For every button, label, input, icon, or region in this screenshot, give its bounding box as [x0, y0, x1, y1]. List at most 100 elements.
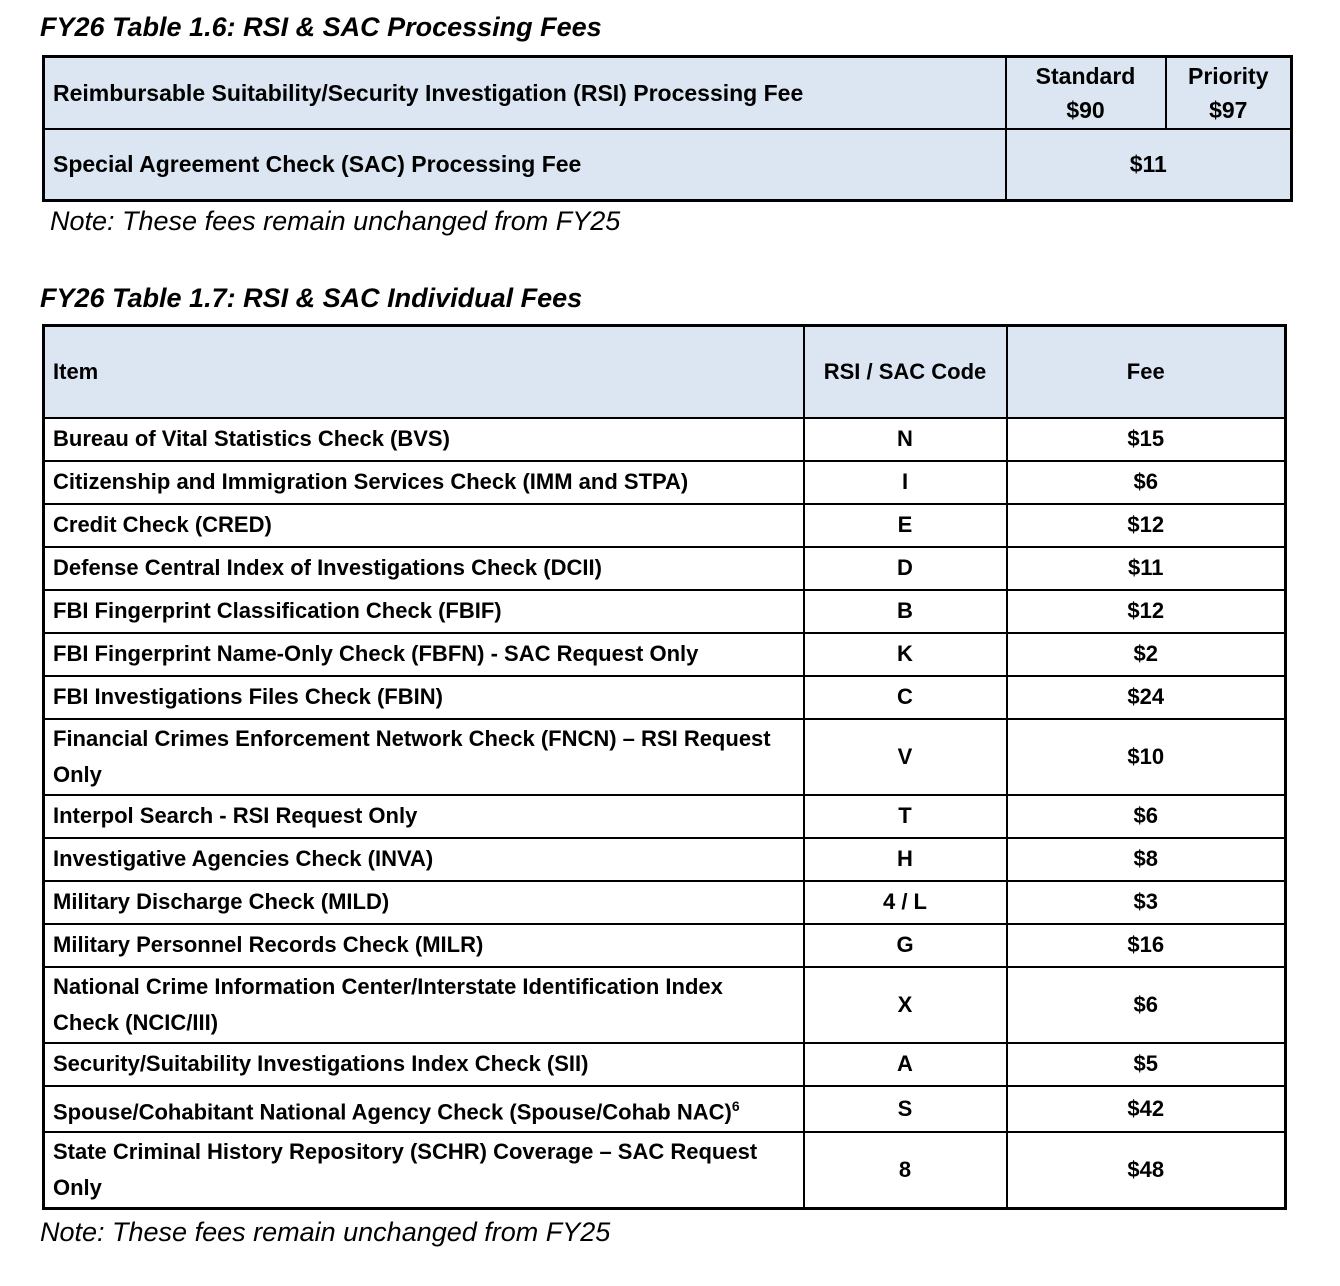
item-text: Citizenship and Immigration Services Che… — [53, 469, 689, 494]
table-cell: T — [802, 793, 1008, 839]
table-cell: $6 — [1005, 459, 1287, 505]
table-cell: $6 — [1005, 793, 1287, 839]
fee: $90 — [1066, 96, 1105, 123]
table-row: FBI Investigations Files Check (FBIN) C $2… — [42, 674, 1287, 720]
table-cell: State Criminal History Repository (SCHR)… — [42, 1130, 805, 1210]
table-cell: Investigative Agencies Check (INVA) — [42, 836, 805, 882]
table-title: FY26 Table 1.6: RSI & SAC Processing Fee… — [40, 12, 602, 42]
table-row: National Crime Information Center/Inters… — [42, 965, 1287, 1044]
table-row: Military Discharge Check (MILD) 4 / L $3 — [42, 879, 1287, 925]
header-cell: Item — [42, 324, 805, 419]
table-cell: Defense Central Index of Investigations … — [42, 545, 805, 591]
item-text: Military Discharge Check (MILD) — [53, 889, 390, 914]
item-text: Investigative Agencies Check (INVA) — [53, 846, 434, 871]
table-note: Note: These fees remain unchanged from F… — [50, 206, 621, 236]
table-row: Security/Suitability Investigations Inde… — [42, 1041, 1287, 1087]
individual-fee-table: Item RSI / SAC Code Fee Bureau of Vital … — [42, 324, 1287, 1210]
column-label: Standard — [1035, 62, 1136, 89]
table-cell: S — [802, 1084, 1008, 1133]
table-cell: H — [802, 836, 1008, 882]
table-cell: Military Discharge Check (MILD) — [42, 879, 805, 925]
item-text: National Crime Information Center/Inters… — [53, 973, 723, 1035]
table-cell: Citizenship and Immigration Services Che… — [42, 459, 805, 505]
table-cell: Financial Crimes Enforcement Network Che… — [42, 717, 805, 796]
item-text: Military Personnel Records Check (MILR) — [53, 932, 484, 957]
item-text: Interpol Search - RSI Request Only — [53, 803, 418, 828]
table-cell: Interpol Search - RSI Request Only — [42, 793, 805, 839]
table-title: FY26 Table 1.7: RSI & SAC Individual Fee… — [40, 283, 583, 313]
table-cell: FBI Fingerprint Name-Only Check (FBFN) -… — [42, 631, 805, 677]
table-row: Spouse/Cohabitant National Agency Check … — [42, 1084, 1287, 1133]
table-cell: $12 — [1005, 502, 1287, 548]
table-cell: Spouse/Cohabitant National Agency Check … — [42, 1084, 805, 1133]
item-text: Spouse/Cohabitant National Agency Check … — [53, 1098, 732, 1124]
table-cell: $10 — [1005, 717, 1287, 796]
table-row: Military Personnel Records Check (MILR) G… — [42, 922, 1287, 968]
table-cell: $5 — [1005, 1041, 1287, 1087]
table-cell: K — [802, 631, 1008, 677]
table-row: Financial Crimes Enforcement Network Che… — [42, 717, 1287, 796]
table-row: Special Agreement Check (SAC) Processing… — [42, 127, 1293, 202]
table-cell: $42 — [1005, 1084, 1287, 1133]
item-text: Financial Crimes Enforcement Network Che… — [53, 725, 771, 787]
table-row: State Criminal History Repository (SCHR)… — [42, 1130, 1287, 1210]
table-cell: $15 — [1005, 416, 1287, 462]
table-row: Reimbursable Suitability/Security Invest… — [42, 55, 1293, 130]
table-cell: $11 — [1004, 127, 1293, 202]
table-cell: D — [802, 545, 1008, 591]
column-label: Priority — [1187, 62, 1269, 89]
footnote-marker: 6 — [731, 1097, 740, 1114]
item-text: Bureau of Vital Statistics Check (BVS) — [53, 426, 450, 451]
table-cell: FBI Fingerprint Classification Check (FB… — [42, 588, 805, 634]
table-cell: Special Agreement Check (SAC) Processing… — [42, 127, 1007, 202]
header-row: Item RSI / SAC Code Fee — [42, 324, 1287, 419]
table-cell: Security/Suitability Investigations Inde… — [42, 1041, 805, 1087]
table-cell: E — [802, 502, 1008, 548]
table-cell: C — [802, 674, 1008, 720]
item-text: Security/Suitability Investigations Inde… — [53, 1051, 589, 1076]
item-text: FBI Fingerprint Classification Check (FB… — [53, 598, 502, 623]
table-cell: N — [802, 416, 1008, 462]
table-cell: G — [802, 922, 1008, 968]
table-row: Citizenship and Immigration Services Che… — [42, 459, 1287, 505]
table-cell: I — [802, 459, 1008, 505]
table-cell: 4 / L — [802, 879, 1008, 925]
table-cell: National Crime Information Center/Inters… — [42, 965, 805, 1044]
table-cell: $48 — [1005, 1130, 1287, 1210]
item-text: FBI Fingerprint Name-Only Check (FBFN) -… — [53, 641, 699, 666]
table-cell: Bureau of Vital Statistics Check (BVS) — [42, 416, 805, 462]
table-cell: Military Personnel Records Check (MILR) — [42, 922, 805, 968]
table-cell: Standard $90 — [1004, 55, 1167, 130]
table-row: Bureau of Vital Statistics Check (BVS) N $… — [42, 416, 1287, 462]
table-cell: $16 — [1005, 922, 1287, 968]
table-cell: $8 — [1005, 836, 1287, 882]
table-cell: $3 — [1005, 879, 1287, 925]
table-note: Note: These fees remain unchanged from F… — [40, 1217, 611, 1247]
table-cell: $12 — [1005, 588, 1287, 634]
table-cell: $24 — [1005, 674, 1287, 720]
item-text: FBI Investigations Files Check (FBIN) — [53, 684, 443, 709]
fee: $97 — [1209, 96, 1248, 123]
table-cell: $11 — [1005, 545, 1287, 591]
table-row: FBI Fingerprint Name-Only Check (FBFN) -… — [42, 631, 1287, 677]
table-cell: $2 — [1005, 631, 1287, 677]
table-cell: V — [802, 717, 1008, 796]
table-cell: FBI Investigations Files Check (FBIN) — [42, 674, 805, 720]
table-cell: Reimbursable Suitability/Security Invest… — [42, 55, 1007, 130]
item-text: Credit Check (CRED) — [53, 512, 272, 537]
table-cell: B — [802, 588, 1008, 634]
processing-fee-table: Reimbursable Suitability/Security Invest… — [42, 55, 1293, 202]
table-row: FBI Fingerprint Classification Check (FB… — [42, 588, 1287, 634]
header-cell: Fee — [1005, 324, 1287, 419]
table-cell: 8 — [802, 1130, 1008, 1210]
table-row: Credit Check (CRED) E $12 — [42, 502, 1287, 548]
table-row: Defense Central Index of Investigations … — [42, 545, 1287, 591]
item-text: State Criminal History Repository (SCHR)… — [53, 1138, 758, 1200]
table-cell: $6 — [1005, 965, 1287, 1044]
table-row: Investigative Agencies Check (INVA) H $8 — [42, 836, 1287, 882]
table-cell: A — [802, 1041, 1008, 1087]
table-cell: Priority $97 — [1164, 55, 1293, 130]
item-text: Defense Central Index of Investigations … — [53, 555, 602, 580]
